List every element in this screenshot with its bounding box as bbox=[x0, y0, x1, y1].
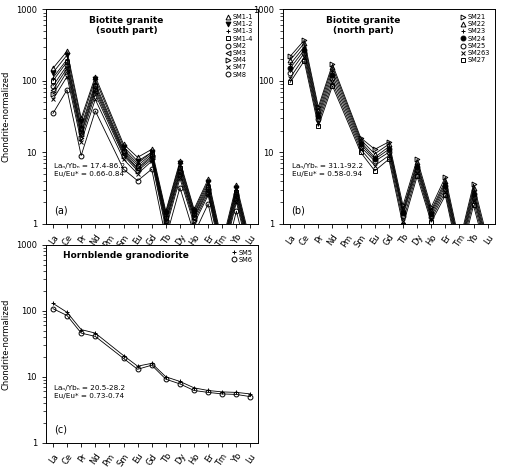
Text: Laₙ/Ybₙ = 20.5-28.2
Eu/Eu* = 0.73-0.74: Laₙ/Ybₙ = 20.5-28.2 Eu/Eu* = 0.73-0.74 bbox=[54, 385, 125, 399]
Text: Hornblende granodiorite: Hornblende granodiorite bbox=[63, 251, 189, 260]
Legend: SM21, SM22, SM23, SM24, SM25, SM263, SM27: SM21, SM22, SM23, SM24, SM25, SM263, SM2… bbox=[458, 13, 490, 65]
Text: Biotite granite
(north part): Biotite granite (north part) bbox=[326, 16, 400, 35]
Text: Laₙ/Ybₙ = 17.4-86.2
Eu/Eu* = 0.66-0.84: Laₙ/Ybₙ = 17.4-86.2 Eu/Eu* = 0.66-0.84 bbox=[54, 162, 125, 177]
Text: Biotite granite
(south part): Biotite granite (south part) bbox=[89, 16, 163, 35]
Y-axis label: Chondrite-normalized: Chondrite-normalized bbox=[2, 298, 10, 390]
Text: (c): (c) bbox=[54, 425, 67, 435]
Legend: SM1-1, SM1-2, SM1-3, SM1-4, SM2, SM3, SM4, SM7, SM8: SM1-1, SM1-2, SM1-3, SM1-4, SM2, SM3, SM… bbox=[223, 13, 253, 79]
Text: (a): (a) bbox=[54, 205, 68, 215]
Text: (b): (b) bbox=[291, 205, 305, 215]
Legend: SM5, SM6: SM5, SM6 bbox=[230, 248, 253, 264]
Y-axis label: Chondrite-normalized: Chondrite-normalized bbox=[2, 71, 10, 162]
Text: Laₙ/Ybₙ = 31.1-92.2
Eu/Eu* = 0.58-0.94: Laₙ/Ybₙ = 31.1-92.2 Eu/Eu* = 0.58-0.94 bbox=[291, 162, 362, 177]
